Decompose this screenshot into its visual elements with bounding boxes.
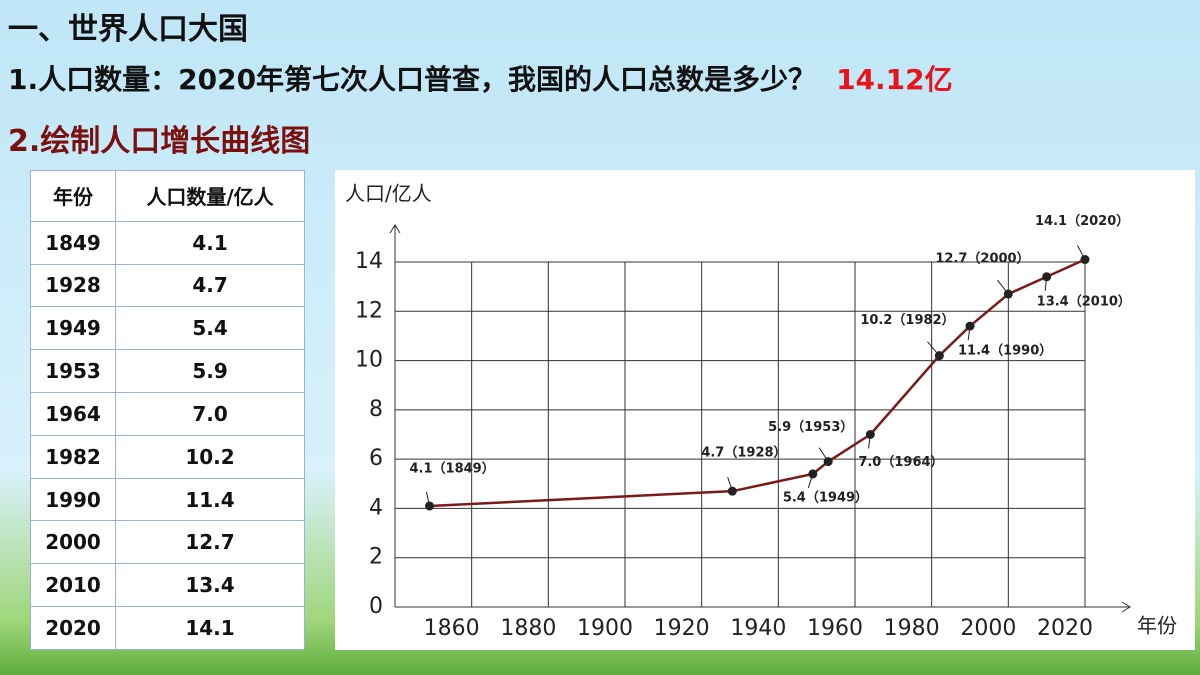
y-tick-label: 8 (369, 397, 383, 422)
row: 2020 14.1 (29, 606, 305, 650)
x-tick-label: 1900 (577, 616, 633, 641)
label-leader (996, 279, 1009, 295)
cell: 2010 (29, 563, 117, 608)
x-tick-label: 1940 (730, 616, 786, 641)
point (1042, 272, 1052, 282)
y-axis-label: 人口/亿人 (345, 182, 432, 206)
label-leader (426, 491, 430, 507)
header-cell: 年份 (29, 170, 117, 222)
point (965, 321, 975, 331)
cell: 1949 (29, 306, 117, 351)
cell: 5.9 (115, 349, 305, 393)
subtitle: 2.绘制人口增长曲线图 (8, 124, 311, 159)
row: 1928 4.7 (29, 263, 305, 308)
header-cell: 人口数量/亿人 (115, 170, 305, 222)
cell: 7.0 (115, 392, 305, 436)
label-leader (967, 326, 971, 341)
value-label: 7.0（1964） (858, 454, 943, 470)
row: 1982 10.2 (29, 434, 305, 479)
label-leader (807, 473, 814, 489)
line (429, 258, 1086, 508)
y-tick-label: 10 (355, 348, 383, 373)
population-table: 年份 人口数量/亿人 1849 4.1 1928 4.7 1949 5.4 1953 5.9 196… (29, 170, 305, 650)
cell: 4.7 (115, 263, 305, 308)
label-leader (818, 447, 829, 462)
x-arrow (1121, 601, 1131, 613)
y-tick-label: 2 (369, 545, 383, 570)
label-leader (1044, 276, 1048, 291)
cell: 2000 (29, 520, 117, 565)
label-leader (1077, 245, 1086, 260)
point (727, 486, 737, 496)
cell: 2020 (29, 606, 117, 650)
x-tick-label: 2020 (1037, 616, 1093, 641)
x-tick-label: 1860 (424, 616, 480, 641)
point (808, 469, 818, 479)
value-label: 5.9（1953） (768, 419, 853, 435)
cell: 11.4 (115, 477, 305, 522)
row: 1964 7.0 (29, 392, 305, 436)
row: 1849 4.1 (29, 220, 305, 265)
y-tick-label: 6 (369, 446, 383, 471)
x-axis-label: 年份 (1137, 614, 1177, 638)
cell: 1849 (29, 220, 117, 265)
value-label: 14.1（2020） (1035, 213, 1129, 229)
label-leader (927, 341, 940, 356)
value-label: 4.1（1849） (410, 460, 495, 476)
cell: 1982 (29, 434, 117, 479)
chart: 人口/亿人 年份 0 2 4 6 8 10 12 14 1860 1880 1900 1920 1940… (335, 170, 1195, 650)
row: 2000 12.7 (29, 520, 305, 565)
value-label: 10.2（1982） (860, 312, 954, 328)
row: 1949 5.4 (29, 306, 305, 351)
cell: 1964 (29, 392, 117, 436)
cell: 5.4 (115, 306, 305, 351)
x-tick-label: 2000 (960, 616, 1016, 641)
row: 2010 13.4 (29, 563, 305, 608)
row: 1990 11.4 (29, 477, 305, 522)
y-tick-label: 14 (355, 249, 383, 274)
cell: 1990 (29, 477, 117, 522)
cell: 1928 (29, 263, 117, 308)
cell: 1953 (29, 349, 117, 393)
value-label: 12.7（2000） (935, 251, 1029, 267)
cell: 13.4 (115, 563, 305, 608)
y-tick-label: 4 (369, 495, 383, 520)
answer: 14.12亿 (836, 63, 953, 96)
question-line: 1.人口数量：2020年第七次人口普查，我国的人口总数是多少？ 14.12亿 (8, 58, 953, 98)
x-tick-label: 1960 (807, 616, 863, 641)
title: 一、世界人口大国 (8, 12, 248, 47)
x-tick-label: 1980 (884, 616, 940, 641)
value-label: 5.4（1949） (783, 489, 868, 505)
label-leader (727, 477, 733, 492)
cell: 4.1 (115, 220, 305, 265)
value-label: 11.4（1990） (958, 343, 1052, 359)
x-tick-label: 1920 (654, 616, 710, 641)
value-label: 13.4（2010） (1037, 293, 1131, 309)
y-tick-label: 0 (369, 594, 383, 619)
y-arrow (389, 224, 401, 234)
y-tick-label: 12 (355, 298, 383, 323)
cell: 12.7 (115, 520, 305, 565)
value-label: 4.7（1928） (701, 445, 786, 461)
question: 1.人口数量：2020年第七次人口普查，我国的人口总数是多少？ (8, 63, 817, 96)
cell: 14.1 (115, 606, 305, 650)
row: 1953 5.9 (29, 349, 305, 393)
cell: 10.2 (115, 434, 305, 479)
header-row: 年份 人口数量/亿人 (29, 170, 305, 222)
x-tick-label: 1880 (500, 616, 556, 641)
label-leader (868, 434, 871, 449)
